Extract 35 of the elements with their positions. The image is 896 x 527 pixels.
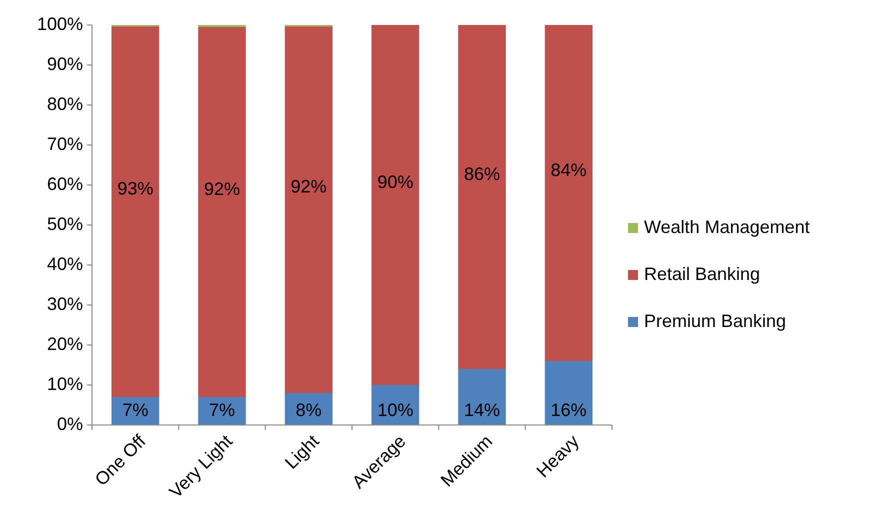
data-label: 86% xyxy=(464,164,500,184)
y-tick-label: 70% xyxy=(46,134,83,154)
bar xyxy=(198,27,246,397)
bar xyxy=(458,25,506,369)
y-tick-label: 20% xyxy=(46,334,83,354)
legend-label: Retail Banking xyxy=(644,264,760,284)
y-tick-label: 60% xyxy=(46,174,83,194)
y-tick-label: 30% xyxy=(46,294,83,314)
y-tick-label: 0% xyxy=(56,414,83,434)
data-label: 92% xyxy=(290,176,327,196)
y-tick-label: 90% xyxy=(46,54,83,74)
legend-label: Wealth Management xyxy=(644,216,810,237)
bar xyxy=(372,25,420,385)
y-tick-label: 100% xyxy=(36,14,83,34)
bar xyxy=(284,26,332,393)
data-label: 8% xyxy=(296,400,322,420)
y-tick-label: 40% xyxy=(46,254,83,274)
data-label: 7% xyxy=(122,400,148,420)
bar xyxy=(544,361,592,425)
bar xyxy=(112,26,160,397)
data-label: 10% xyxy=(377,400,414,420)
data-label: 92% xyxy=(204,178,240,199)
data-label: 14% xyxy=(464,400,500,420)
data-label: 93% xyxy=(117,178,154,198)
data-label: 84% xyxy=(550,160,587,180)
data-label: 7% xyxy=(208,400,236,420)
data-label: 16% xyxy=(550,400,587,420)
legend-label: Premium Banking xyxy=(644,310,786,331)
data-label: 90% xyxy=(377,172,414,192)
x-tick-label: One Off xyxy=(91,430,150,490)
y-tick-label: 80% xyxy=(46,94,83,114)
bar xyxy=(544,25,592,361)
bar xyxy=(458,369,506,425)
y-tick-label: 10% xyxy=(46,374,83,394)
y-tick-label: 50% xyxy=(46,214,83,234)
